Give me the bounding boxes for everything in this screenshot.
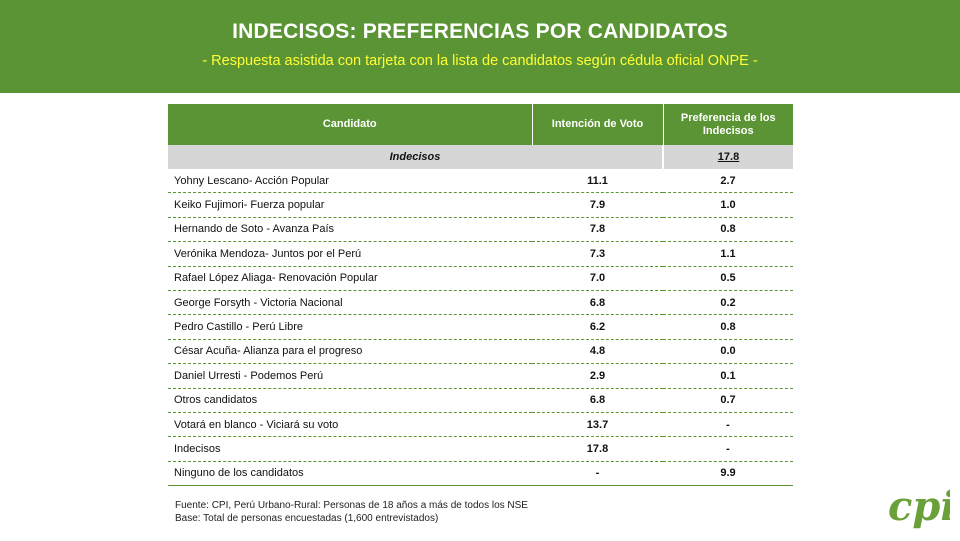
intencion-value: 6.2 (532, 314, 663, 340)
table-row: Ninguno de los candidatos -9.9 (168, 461, 793, 487)
candidate-name: Rafael López Aliaga- Renovación Popular (168, 266, 532, 291)
candidate-name: César Acuña- Alianza para el progreso (168, 339, 532, 365)
cpi-logo: cpi (886, 476, 956, 536)
preferencia-value: 0.1 (663, 363, 793, 389)
source-note: Fuente: CPI, Perú Urbano-Rural: Personas… (175, 500, 528, 511)
column-header-intencion: Intención de Voto (531, 104, 663, 145)
preferencia-value: 0.5 (663, 266, 793, 291)
preferencia-value: - (663, 436, 793, 462)
candidate-name: Keiko Fujimori- Fuerza popular (168, 192, 532, 218)
preferencia-value: 0.2 (663, 290, 793, 316)
preferencia-value: 1.0 (663, 192, 793, 218)
preferencia-value: 0.8 (663, 314, 793, 340)
highlight-value: 17.8 (662, 145, 793, 169)
base-note: Base: Total de personas encuestadas (1,6… (175, 513, 439, 524)
page-subtitle: - Respuesta asistida con tarjeta con la … (202, 53, 758, 69)
cpi-logo-mark: cpi (888, 483, 956, 530)
table-row: Rafael López Aliaga- Renovación Popular 7… (168, 266, 793, 291)
table-row: Keiko Fujimori- Fuerza popular 7.9 1.0 (168, 192, 793, 218)
candidate-name: Daniel Urresti - Podemos Perú (168, 363, 532, 389)
footer-notes: Fuente: CPI, Perú Urbano-Rural: Personas… (175, 499, 528, 525)
table-row: Daniel Urresti - Podemos Perú 2.9 0.1 (168, 363, 793, 389)
intencion-value: 7.8 (532, 217, 663, 243)
preferencia-value: 0.0 (663, 339, 793, 365)
intencion-value: 7.9 (532, 192, 663, 218)
candidate-name: Hernando de Soto - Avanza País (168, 217, 532, 243)
candidate-name: Otros candidatos (168, 388, 532, 413)
page-title: INDECISOS: PREFERENCIAS POR CANDIDATOS (232, 20, 728, 43)
candidate-name: Votará en blanco - Viciará su voto (168, 412, 532, 438)
table-row: Yohny Lescano- Acción Popular 11.1 2.7 (168, 169, 793, 194)
column-header-candidato: Candidato (168, 104, 532, 145)
intencion-value: 7.3 (532, 241, 663, 267)
svg-text:cpi: cpi (888, 483, 950, 530)
preferencia-value: 0.8 (663, 217, 793, 243)
intencion-value: - (532, 461, 663, 487)
preferencia-value: 1.1 (663, 241, 793, 267)
candidate-name: George Forsyth - Victoria Nacional (168, 290, 532, 316)
table-row: Verónika Mendoza- Juntos por el Perú 7.3 1… (168, 241, 793, 267)
candidate-name: Pedro Castillo - Perú Libre (168, 314, 532, 340)
highlight-label: Indecisos (168, 145, 663, 169)
intencion-value: 11.1 (532, 169, 663, 194)
indecisos-highlight-row: Indecisos 17.8 (168, 145, 793, 169)
intencion-value: 6.8 (532, 290, 663, 316)
preferencia-value: 9.9 (663, 461, 793, 487)
table-row: Votará en blanco - Viciará su voto 13.7- (168, 412, 793, 438)
table-row: Pedro Castillo - Perú Libre 6.2 0.8 (168, 314, 793, 340)
preferencia-value: - (663, 412, 793, 438)
preferencia-value: 2.7 (663, 169, 793, 194)
intencion-value: 2.9 (532, 363, 663, 389)
intencion-value: 6.8 (532, 388, 663, 413)
intencion-value: 7.0 (532, 266, 663, 291)
table-row: Indecisos 17.8- (168, 436, 793, 462)
column-header-preferencia: Preferencia de los Indecisos (662, 104, 793, 145)
preferencia-value: 0.7 (663, 388, 793, 413)
table-row: Hernando de Soto - Avanza País 7.8 0.8 (168, 217, 793, 243)
candidate-name: Ninguno de los candidatos (168, 461, 532, 487)
candidate-name: Verónika Mendoza- Juntos por el Perú (168, 241, 532, 267)
table-body: Yohny Lescano- Acción Popular 11.1 2.7 Keik… (168, 169, 793, 487)
table-header-row: Candidato Intención de Voto Preferencia … (168, 104, 793, 145)
candidate-name: Yohny Lescano- Acción Popular (168, 169, 532, 194)
candidates-table: Candidato Intención de Voto Preferencia … (168, 104, 793, 487)
header-banner: INDECISOS: PREFERENCIAS POR CANDIDATOS -… (0, 0, 960, 93)
intencion-value: 4.8 (532, 339, 663, 365)
intencion-value: 17.8 (532, 436, 663, 462)
table-row: César Acuña- Alianza para el progreso 4.8… (168, 339, 793, 365)
candidate-name: Indecisos (168, 436, 532, 462)
table-row: George Forsyth - Victoria Nacional 6.8 0.2 (168, 290, 793, 316)
table-row: Otros candidatos 6.8 0.7 (168, 388, 793, 413)
intencion-value: 13.7 (532, 412, 663, 438)
